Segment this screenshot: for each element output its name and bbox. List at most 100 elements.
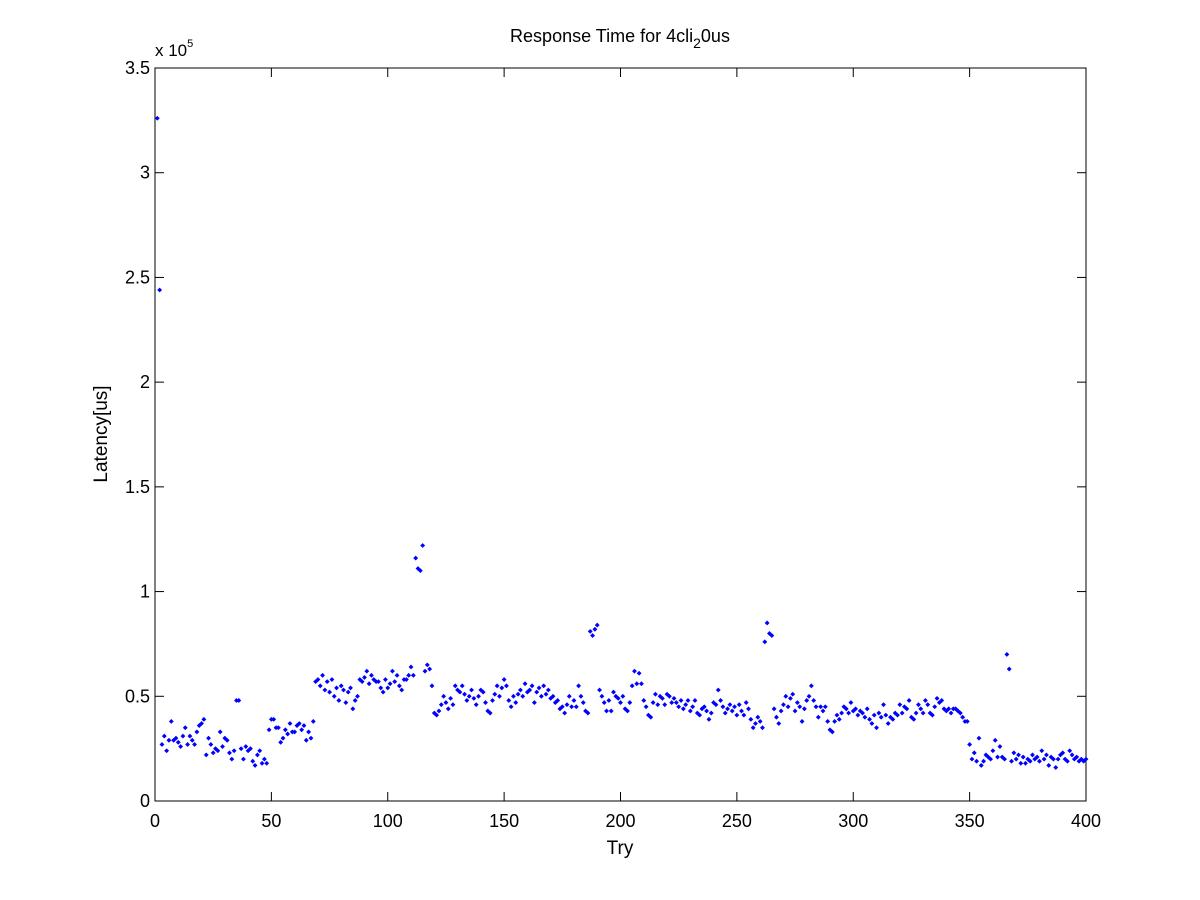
data-point: [890, 716, 896, 722]
data-point: [762, 639, 768, 645]
data-point: [846, 710, 852, 716]
data-point: [473, 702, 479, 708]
x-axis-label: Try: [607, 838, 634, 859]
data-point: [967, 742, 973, 747]
data-point: [652, 691, 658, 697]
y-tick-label: 0: [140, 791, 150, 811]
data-point: [1011, 750, 1017, 756]
data-point: [387, 681, 393, 687]
data-point: [718, 698, 724, 703]
data-point: [282, 727, 288, 733]
data-point: [462, 691, 467, 697]
data-point: [436, 708, 442, 714]
x-tick-label: 100: [373, 811, 403, 831]
data-point: [720, 704, 726, 710]
data-point: [636, 670, 642, 676]
data-point: [659, 695, 665, 701]
data-point: [806, 693, 812, 699]
data-point: [934, 695, 940, 701]
data-point: [343, 700, 349, 705]
data-point: [250, 758, 256, 764]
data-point: [261, 756, 267, 762]
data-point: [1020, 754, 1026, 760]
data-point: [345, 689, 351, 695]
data-point: [576, 683, 582, 689]
data-point: [871, 712, 877, 718]
data-point: [608, 708, 614, 714]
data-point: [438, 702, 444, 708]
data-point: [541, 683, 547, 689]
data-point: [1083, 756, 1089, 762]
data-point: [981, 758, 987, 764]
data-point: [385, 685, 391, 691]
data-point: [1067, 748, 1073, 754]
data-point: [229, 756, 235, 762]
data-point: [441, 693, 447, 699]
data-point: [422, 668, 428, 674]
data-point: [964, 718, 970, 724]
data-point: [241, 756, 246, 762]
data-point: [315, 677, 321, 682]
data-point: [215, 748, 221, 754]
data-point: [783, 693, 789, 699]
data-point: [771, 706, 777, 712]
data-point: [1081, 758, 1087, 764]
data-point: [555, 698, 561, 703]
data-point: [175, 739, 181, 745]
data-point: [192, 742, 197, 747]
data-point: [445, 706, 451, 712]
data-point: [932, 704, 938, 710]
data-point: [299, 727, 305, 733]
data-point: [673, 700, 679, 705]
data-point: [366, 681, 372, 687]
data-point: [515, 691, 521, 697]
chart-title: Response Time for 4cli20us: [510, 26, 730, 51]
data-point: [769, 633, 775, 638]
data-point: [804, 698, 810, 703]
y-exponent-label: x 105: [155, 38, 193, 60]
data-point: [1050, 756, 1056, 762]
data-point: [676, 704, 682, 710]
data-point: [867, 716, 872, 722]
data-point: [1069, 752, 1075, 758]
data-point: [494, 683, 500, 689]
data-point: [860, 710, 865, 716]
data-point: [350, 706, 356, 712]
data-point: [915, 702, 921, 708]
data-point: [292, 729, 298, 735]
data-point: [787, 695, 793, 701]
data-point: [1013, 756, 1019, 762]
data-point: [876, 710, 882, 716]
data-point: [408, 664, 414, 670]
plot-area: [154, 67, 1087, 802]
data-point: [708, 710, 714, 716]
data-point: [818, 704, 824, 710]
data-point: [217, 729, 223, 735]
data-point: [799, 718, 805, 724]
data-point: [1027, 758, 1033, 764]
data-point: [334, 685, 339, 691]
data-point: [855, 712, 861, 718]
data-point: [655, 702, 661, 708]
data-point: [182, 725, 188, 731]
data-point: [1046, 762, 1052, 768]
data-point: [794, 700, 800, 705]
y-tick-label: 3: [140, 163, 150, 183]
data-point: [359, 679, 365, 685]
data-point: [811, 698, 817, 703]
data-point: [203, 752, 209, 758]
data-point: [266, 727, 272, 733]
data-point: [615, 695, 621, 701]
data-point: [1009, 758, 1014, 764]
data-point: [948, 710, 954, 716]
data-point: [201, 716, 207, 722]
data-point: [629, 683, 635, 689]
data-point: [392, 679, 398, 685]
data-point: [774, 714, 779, 720]
data-point: [874, 725, 879, 731]
data-point: [757, 718, 763, 724]
data-point: [562, 710, 568, 716]
data-point: [580, 700, 586, 705]
data-point: [662, 702, 668, 708]
